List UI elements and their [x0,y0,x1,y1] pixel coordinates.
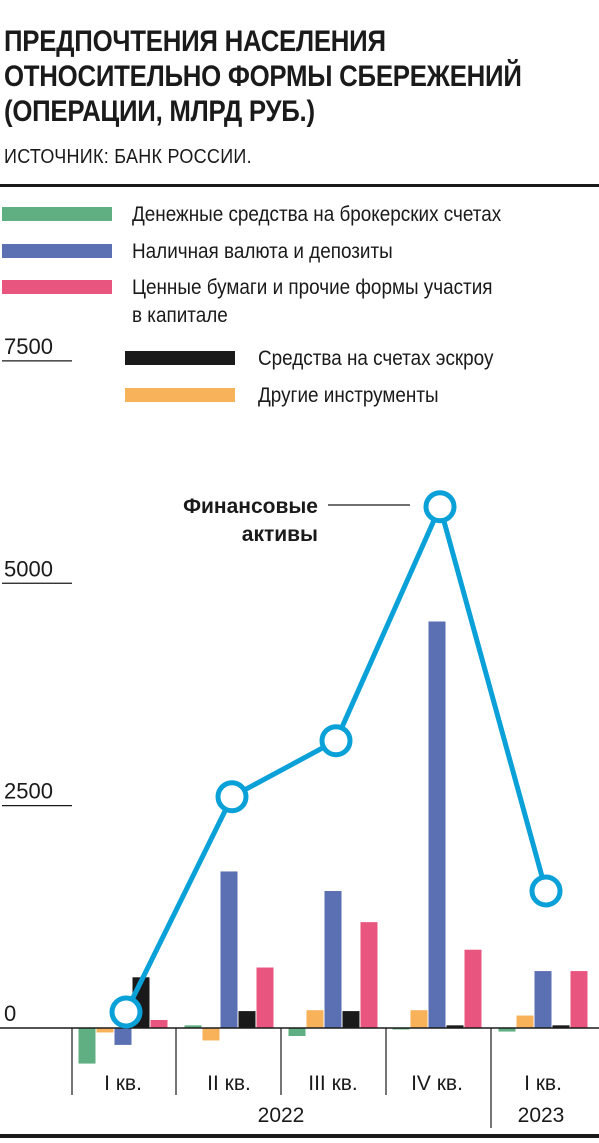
chart-source: ИСТОЧНИК: БАНК РОССИИ. [4,146,252,168]
title-line-1: ПРЕДПОЧТЕНИЯ НАСЕЛЕНИЯ [4,25,386,58]
bar [150,1019,168,1028]
legend-label-currency-deposits: Наличная валюта и депозиты [132,240,393,263]
bar [428,621,446,1028]
annotation: Финансовые активы [183,495,410,546]
bar [238,1011,256,1028]
bottom-rule [0,1134,599,1138]
annotation-line-2: активы [242,523,318,546]
grid: 0 2500 5000 7500 [2,334,72,1026]
line-point [529,874,563,908]
bar [114,1028,132,1045]
bar [184,1025,202,1028]
legend-swatch-escrow [125,351,235,365]
line-point [215,780,249,814]
legend-label-brokerage: Денежные средства на брокерских счетах [132,203,502,226]
bar [516,1015,534,1028]
bar [306,1010,324,1028]
bar [410,1010,428,1028]
title-line-2: ОТНОСИТЕЛЬНО ФОРМЫ СБЕРЕЖЕНИЙ [4,60,522,93]
legend-label-other: Другие инструменты [258,384,439,407]
line-point [423,490,457,524]
category-label: IV кв. [411,1072,463,1095]
category-label: I кв. [104,1072,142,1095]
category-label: III кв. [308,1072,358,1095]
year-label: 2023 [518,1104,565,1127]
bar [256,967,274,1028]
legend-swatch-brokerage [2,207,112,221]
bar [446,1025,464,1028]
y-tick-label: 0 [4,1001,16,1026]
year-label: 2022 [258,1104,305,1127]
bar [498,1028,516,1032]
legend-label-escrow: Средства на счетах эскроу [258,347,494,370]
bar [78,1028,96,1064]
x-axis: I кв. II кв. III кв. IV кв. I кв. 2022 2023 [0,1027,599,1128]
legend-label-securities-line2: в капитале [132,304,228,327]
legend-swatch-securities [2,280,112,294]
chart-title: ПРЕДПОЧТЕНИЯ НАСЕЛЕНИЯ ОТНОСИТЕЛЬНО ФОРМ… [4,24,597,129]
bar [570,971,588,1028]
financial-assets-line [109,490,563,1029]
bar [360,922,378,1028]
y-tick-label: 5000 [4,556,53,581]
bar [464,949,482,1028]
legend-swatch-other [125,388,235,402]
top-rule [0,184,599,187]
line-point [109,995,143,1029]
bar [96,1028,114,1033]
y-tick-label: 7500 [4,334,53,359]
bar [202,1028,220,1041]
category-label: II кв. [207,1072,251,1095]
bar [552,1025,570,1028]
bar [342,1011,360,1028]
bar [288,1028,306,1037]
line-point [319,724,353,758]
legend-swatch-currency-deposits [2,244,112,258]
legend-label-securities: Ценные бумаги и прочие формы участия [132,276,493,299]
category-label: I кв. [524,1072,562,1095]
bars [78,621,588,1064]
bar [324,891,342,1028]
annotation-line-1: Финансовые [183,495,318,518]
title-line-3: (ОПЕРАЦИИ, МЛРД РУБ.) [4,95,315,128]
bar [220,871,238,1028]
bar [534,971,552,1028]
y-tick-label: 2500 [4,779,53,804]
